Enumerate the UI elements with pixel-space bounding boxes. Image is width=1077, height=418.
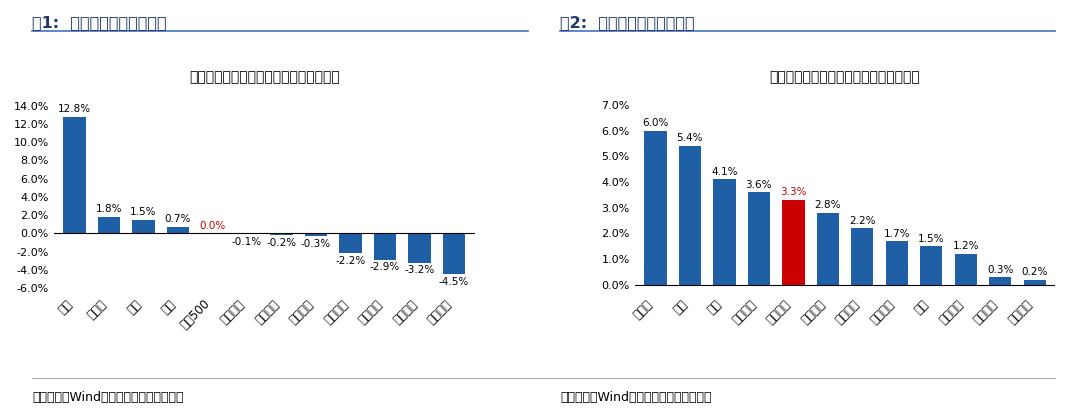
Text: 0.7%: 0.7% bbox=[165, 214, 192, 224]
Bar bbox=[236, 233, 258, 234]
Text: 1.8%: 1.8% bbox=[96, 204, 123, 214]
Text: 2.2%: 2.2% bbox=[849, 216, 876, 226]
Text: 图1:  国庆期间美股涨跌结构: 图1: 国庆期间美股涨跌结构 bbox=[32, 15, 167, 30]
Text: 0.3%: 0.3% bbox=[988, 265, 1013, 275]
Text: 0.0%: 0.0% bbox=[199, 221, 226, 231]
Bar bbox=[132, 219, 155, 233]
Bar bbox=[713, 179, 736, 285]
Bar bbox=[374, 233, 396, 260]
Text: 5.4%: 5.4% bbox=[676, 133, 703, 143]
Text: -4.5%: -4.5% bbox=[438, 277, 470, 287]
Title: 香港：恒生行业指数涨跌幅（国庆期间）: 香港：恒生行业指数涨跌幅（国庆期间） bbox=[770, 70, 921, 84]
Bar bbox=[64, 117, 86, 233]
Text: -3.2%: -3.2% bbox=[404, 265, 435, 275]
Title: 美国：标普行业指数涨跌幅（国庆期间）: 美国：标普行业指数涨跌幅（国庆期间） bbox=[188, 70, 339, 84]
Bar bbox=[989, 277, 1011, 285]
Bar bbox=[644, 130, 667, 285]
Bar bbox=[1023, 280, 1046, 285]
Bar bbox=[167, 227, 190, 233]
Text: 4.1%: 4.1% bbox=[711, 167, 738, 177]
Bar bbox=[851, 228, 873, 285]
Bar bbox=[816, 213, 839, 285]
Text: 3.3%: 3.3% bbox=[780, 187, 807, 197]
Bar bbox=[782, 200, 805, 285]
Text: 1.2%: 1.2% bbox=[952, 242, 979, 251]
Text: 1.7%: 1.7% bbox=[883, 229, 910, 239]
Bar bbox=[408, 233, 431, 263]
Text: -0.3%: -0.3% bbox=[300, 239, 331, 249]
Bar bbox=[679, 146, 701, 285]
Bar bbox=[443, 233, 465, 274]
Text: 图2:  国庆期间港股涨跌结构: 图2: 国庆期间港股涨跌结构 bbox=[560, 15, 695, 30]
Bar bbox=[98, 217, 121, 233]
Text: -0.2%: -0.2% bbox=[266, 238, 296, 248]
Bar bbox=[270, 233, 293, 235]
Bar bbox=[920, 246, 942, 285]
Bar bbox=[747, 192, 770, 285]
Text: 2.8%: 2.8% bbox=[814, 200, 841, 210]
Bar bbox=[305, 233, 327, 236]
Text: 0.2%: 0.2% bbox=[1022, 267, 1048, 277]
Text: -0.1%: -0.1% bbox=[232, 237, 262, 247]
Text: 6.0%: 6.0% bbox=[642, 118, 669, 128]
Text: 1.5%: 1.5% bbox=[918, 234, 945, 244]
Text: -2.2%: -2.2% bbox=[335, 256, 365, 266]
Text: 12.8%: 12.8% bbox=[58, 104, 92, 114]
Bar bbox=[339, 233, 362, 253]
Text: 3.6%: 3.6% bbox=[745, 180, 772, 190]
Bar bbox=[954, 254, 977, 285]
Text: 数据来源：Wind，广发证券发展研究中心: 数据来源：Wind，广发证券发展研究中心 bbox=[32, 391, 184, 404]
Bar bbox=[885, 241, 908, 285]
Text: -2.9%: -2.9% bbox=[369, 263, 401, 273]
Text: 数据来源：Wind，广发证券发展研究中心: 数据来源：Wind，广发证券发展研究中心 bbox=[560, 391, 712, 404]
Text: 1.5%: 1.5% bbox=[130, 207, 157, 217]
